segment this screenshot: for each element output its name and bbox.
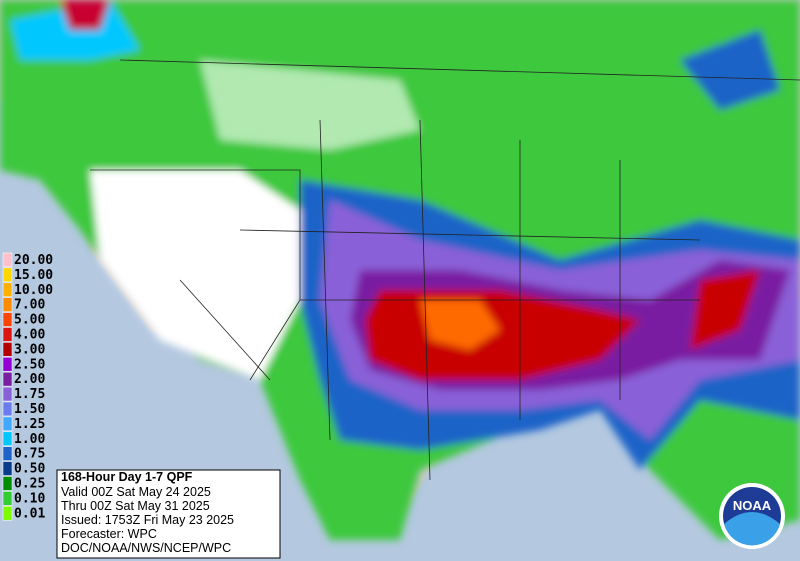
legend-swatch xyxy=(2,267,13,283)
legend-label: 1.25 xyxy=(14,417,45,432)
legend-label: 0.50 xyxy=(14,462,45,477)
legend-swatch xyxy=(2,312,13,327)
legend-label: 0.10 xyxy=(14,491,45,506)
legend-swatch xyxy=(2,357,13,372)
legend-swatch xyxy=(2,327,13,342)
legend-swatch xyxy=(2,282,13,297)
legend-swatch xyxy=(2,371,13,387)
legend-label: 15.00 xyxy=(14,268,53,283)
legend-label: 3.00 xyxy=(14,342,45,357)
legend-label: 0.25 xyxy=(14,476,45,491)
legend-label: 5.00 xyxy=(14,313,45,328)
info-title: 168-Hour Day 1-7 QPF xyxy=(61,470,193,484)
legend: 20.0015.0010.007.005.004.003.002.502.001… xyxy=(0,251,60,524)
legend-label: 20.00 xyxy=(14,253,53,268)
legend-swatch xyxy=(2,386,13,402)
legend-label: 1.75 xyxy=(14,387,45,402)
info-line: Thru 00Z Sat May 31 2025 xyxy=(61,499,210,513)
legend-swatch xyxy=(2,297,13,312)
logo-wave xyxy=(724,512,780,546)
legend-swatch xyxy=(2,446,13,461)
info-line: Valid 00Z Sat May 24 2025 xyxy=(61,485,211,499)
info-line: Issued: 1753Z Fri May 23 2025 xyxy=(61,513,234,527)
info-background xyxy=(56,469,281,559)
legend-label: 0.01 xyxy=(14,506,45,521)
legend-swatch xyxy=(2,461,13,476)
info-line: Forecaster: WPC xyxy=(61,527,157,541)
legend-swatch xyxy=(2,342,13,357)
legend-swatch xyxy=(2,476,13,491)
legend-label: 7.00 xyxy=(14,298,45,313)
legend-swatch xyxy=(2,506,13,521)
legend-label: 2.00 xyxy=(14,372,45,387)
legend-swatch xyxy=(2,401,13,417)
logo-text: NOAA xyxy=(733,498,772,513)
legend-swatch xyxy=(2,416,13,432)
info-line: DOC/NOAA/NWS/NCEP/WPC xyxy=(61,541,231,555)
legend-swatch xyxy=(2,431,13,446)
legend-label: 10.00 xyxy=(14,283,53,298)
legend-label: 1.00 xyxy=(14,432,45,447)
borders xyxy=(90,59,800,481)
precip xyxy=(0,0,800,540)
legend-swatch xyxy=(2,252,13,268)
legend-label: 4.00 xyxy=(14,327,45,342)
info-box: 168-Hour Day 1-7 QPF Valid 00Z Sat May 2… xyxy=(56,469,281,559)
legend-label: 2.50 xyxy=(14,357,45,372)
noaa-logo: NOAA xyxy=(719,483,785,549)
legend-label: 0.75 xyxy=(14,447,45,462)
legend-swatch xyxy=(2,491,13,506)
legend-label: 1.50 xyxy=(14,402,45,417)
